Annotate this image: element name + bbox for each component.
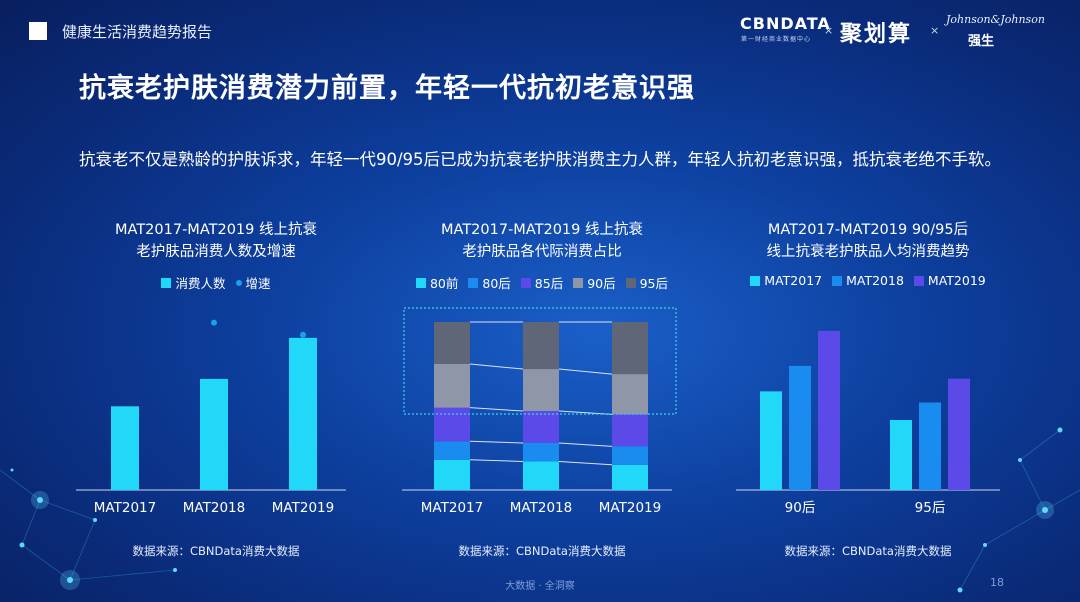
legend-item-80before: 80前 <box>415 273 458 292</box>
legend-swatch <box>520 277 531 288</box>
bar-consumers <box>111 406 139 490</box>
legend-item-mat2018: MAT2018 <box>832 273 904 288</box>
chart-title: MAT2017-MAT2019 线上抗衰 老护肤品消费人数及增速 <box>115 222 317 260</box>
x-tick-label: 95后 <box>915 500 946 516</box>
stacked-segment <box>612 414 648 447</box>
data-source: 数据来源：CBNData消费大数据 <box>784 544 952 558</box>
connector-line <box>469 407 524 412</box>
connector-line <box>469 363 524 370</box>
legend-swatch <box>573 277 584 288</box>
bar-per-capita <box>760 391 782 490</box>
chart-title: MAT2017-MAT2019 90/95后 线上抗衰老护肤品人均消费趋势 <box>766 222 970 260</box>
chart-legend: 80前 80后 85后 90后 95后 <box>392 273 692 292</box>
highlight-box <box>403 307 677 415</box>
stacked-segment <box>434 322 470 364</box>
legend-item-95after: 95后 <box>625 273 668 292</box>
bar-per-capita <box>890 420 912 490</box>
data-source: 数据来源：CBNData消费大数据 <box>458 544 626 558</box>
stacked-segment <box>523 322 559 370</box>
legend-item-growth: 增速 <box>235 273 271 292</box>
logo-square-icon <box>29 22 47 40</box>
bar-per-capita <box>948 378 970 490</box>
stacked-segment <box>434 459 470 490</box>
legend-item-80after: 80后 <box>468 273 511 292</box>
brand-juhuasuan: 聚划算 <box>840 22 913 47</box>
legend-swatch <box>832 275 843 286</box>
connector-line <box>558 410 613 415</box>
report-name: 健康生活消费趋势报告 <box>62 23 213 41</box>
data-source: 数据来源：CBNData消费大数据 <box>132 544 300 558</box>
x-tick-label: MAT2019 <box>599 500 661 516</box>
separator-times: × <box>930 24 940 37</box>
footer-slogan: 大数据 · 全洞察 <box>505 581 575 592</box>
legend-item-85after: 85后 <box>520 273 563 292</box>
stacked-segment <box>612 446 648 465</box>
stacked-segment <box>434 441 470 460</box>
separator-times: × <box>824 24 834 37</box>
legend-item-mat2017: MAT2017 <box>750 273 822 288</box>
connector-line <box>469 459 524 462</box>
chart-panel-per-capita: MAT2017-MAT2019 90/95后 线上抗衰老护肤品人均消费趋势 MA… <box>718 215 1018 560</box>
x-tick-label: MAT2017 <box>94 500 156 516</box>
stacked-segment <box>523 411 559 443</box>
stacked-segment <box>434 364 470 408</box>
legend-item-consumers: 消费人数 <box>161 273 226 292</box>
legend-swatch <box>468 277 479 288</box>
growth-point <box>211 319 217 326</box>
brand-cbndata: CBNDATA <box>740 14 831 33</box>
stacked-segment <box>434 407 470 442</box>
x-tick-label: 90后 <box>785 500 816 516</box>
chart-title: MAT2017-MAT2019 线上抗衰 老护肤品各代际消费占比 <box>441 222 643 260</box>
legend-item-mat2019: MAT2019 <box>913 273 986 288</box>
stacked-segment <box>612 464 648 490</box>
legend-dot <box>235 279 242 286</box>
bar-consumers <box>289 337 317 490</box>
legend-swatch <box>415 277 426 288</box>
connector-line <box>469 440 524 444</box>
page-number: 18 <box>990 576 1004 589</box>
page-title: 抗衰老护肤消费潜力前置，年轻一代抗初老意识强 <box>79 73 695 104</box>
x-tick-label: MAT2019 <box>272 500 334 516</box>
growth-point <box>300 331 306 338</box>
stacked-segment <box>523 461 559 490</box>
brand-qiangsheng: 强生 <box>968 34 995 49</box>
legend-swatch <box>913 275 924 286</box>
chart-legend: MAT2017 MAT2018 MAT2019 <box>718 273 1018 288</box>
stacked-segment <box>523 442 559 462</box>
chart-svg-per-capita: 90后 95后 <box>736 330 1000 516</box>
legend-item-90after: 90后 <box>573 273 616 292</box>
stacked-segment <box>612 374 648 415</box>
connector-line <box>558 368 613 375</box>
chart-svg-consumers: MAT2017 MAT2018 MAT2019 <box>76 319 346 516</box>
brand-johnson: Johnson&Johnson <box>946 13 1045 26</box>
legend-swatch <box>625 277 636 288</box>
chart-panel-consumers: MAT2017-MAT2019 线上抗衰 老护肤品消费人数及增速 消费人数 增速… <box>66 215 366 560</box>
legend-swatch <box>750 275 761 286</box>
stacked-segment <box>523 369 559 412</box>
legend-swatch <box>161 277 172 288</box>
bar-per-capita <box>789 365 811 490</box>
chart-panel-generations: MAT2017-MAT2019 线上抗衰 老护肤品各代际消费占比 80前 80后… <box>392 215 692 560</box>
chart-legend: 消费人数 增速 <box>66 273 366 292</box>
stacked-segment <box>612 322 648 375</box>
bar-consumers <box>200 378 228 490</box>
bar-per-capita <box>919 402 941 490</box>
intro-text: 抗衰老不仅是熟龄的护肤诉求，年轻一代90/95后已成为抗衰老护肤消费主力人群，年… <box>79 150 1002 169</box>
connector-line <box>558 442 613 447</box>
x-tick-label: MAT2017 <box>421 500 483 516</box>
chart-svg-generations: MAT2017 MAT2018 MAT2019 <box>402 307 677 516</box>
bar-per-capita <box>818 330 840 490</box>
x-tick-label: MAT2018 <box>510 500 572 516</box>
connector-line <box>558 460 613 466</box>
brand-cbndata-sub: 第一财经商业数据中心 <box>741 36 812 43</box>
top-bar: 健康生活消费趋势报告 CBNDATA 第一财经商业数据中心 × 聚划算 × Jo… <box>0 0 1080 58</box>
x-tick-label: MAT2018 <box>183 500 245 516</box>
